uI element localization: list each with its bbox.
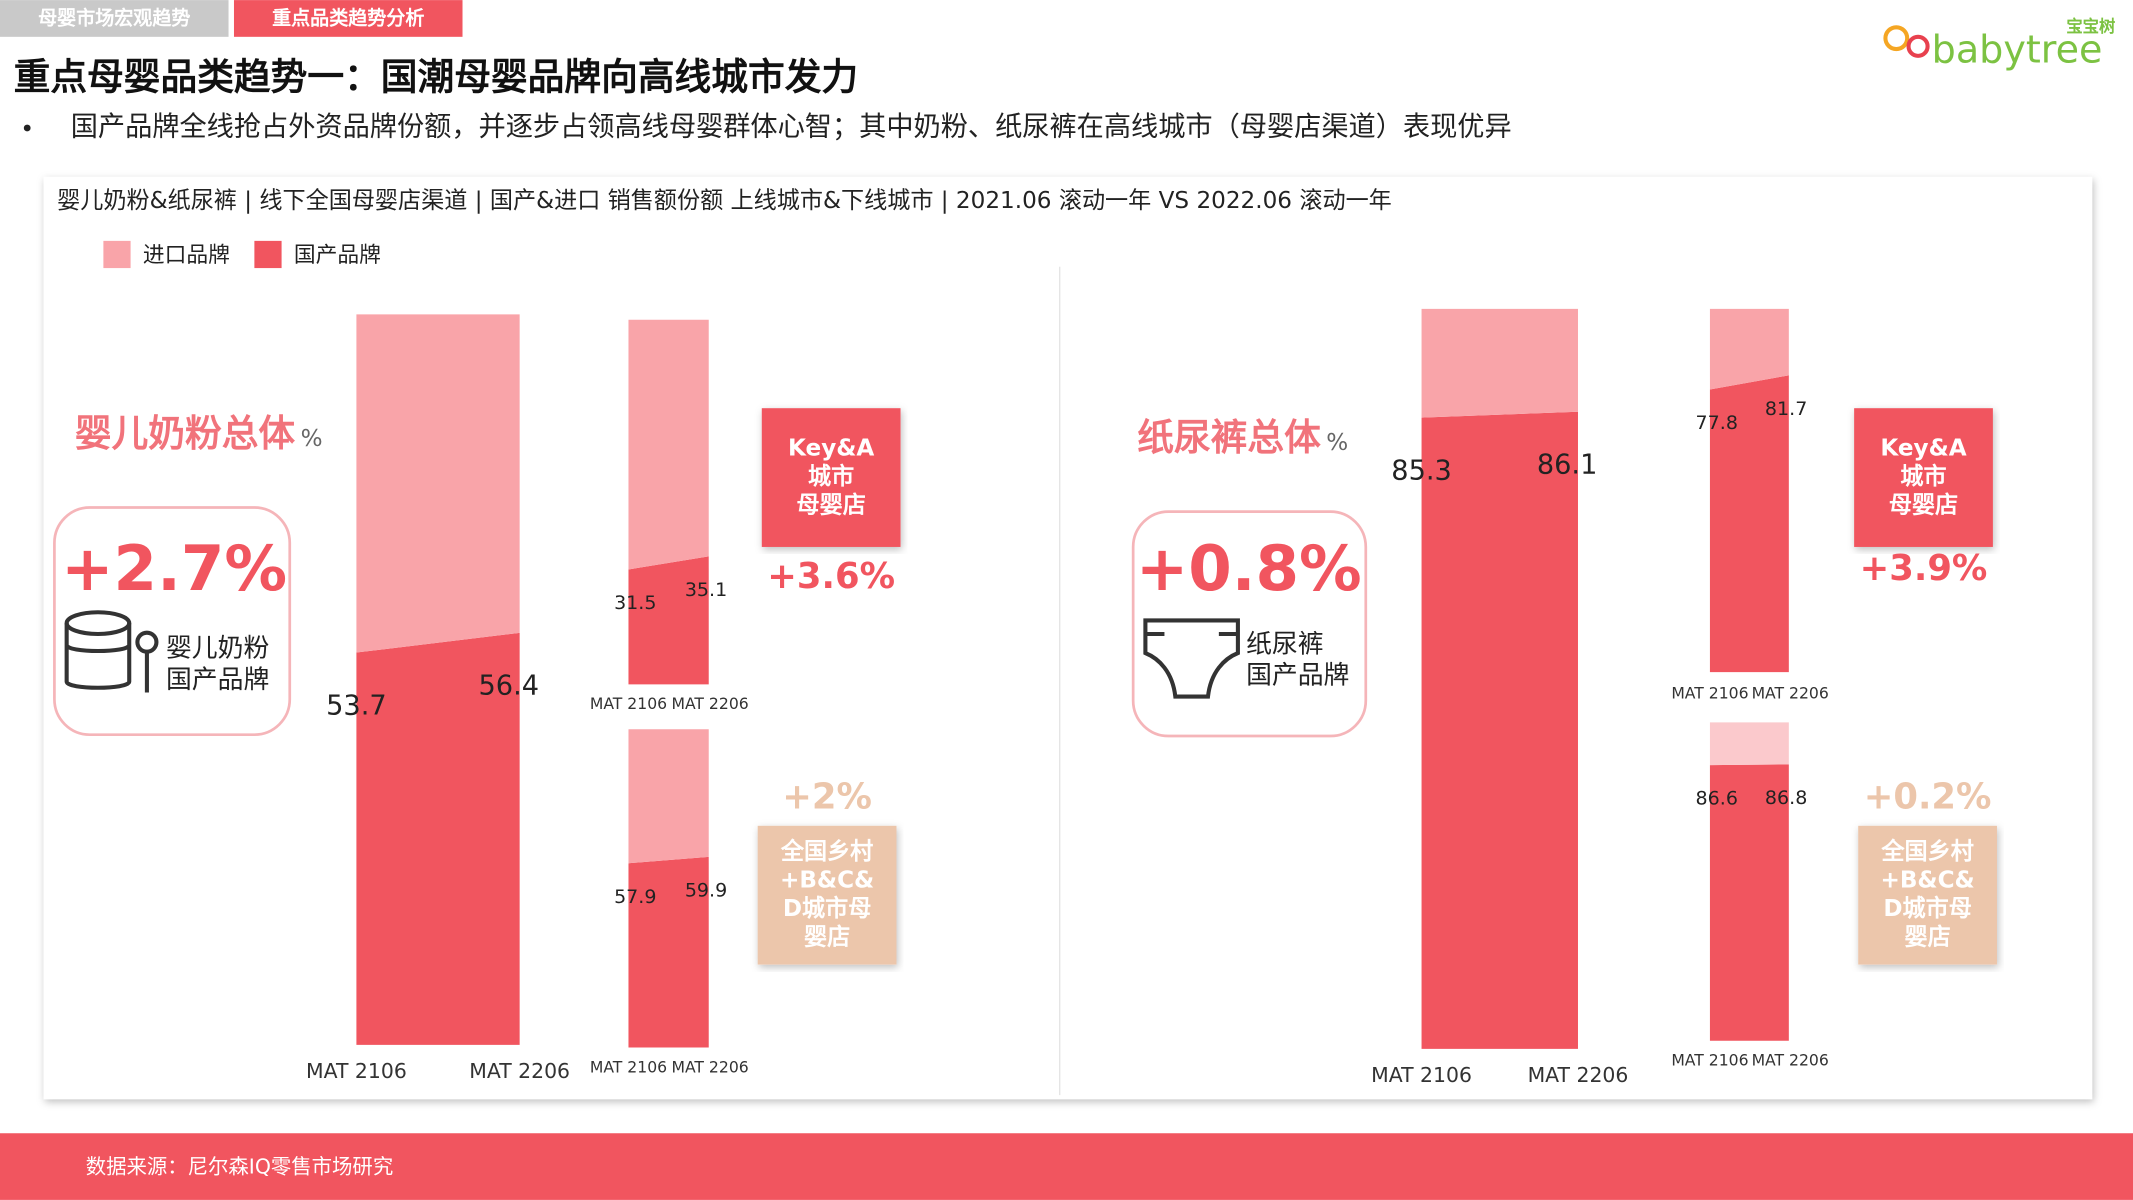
x-tick-label: MAT 2106 [1671,1051,1748,1070]
panel-title: 婴儿奶粉总体 [75,412,296,455]
logo-icon [1883,25,1910,52]
x-tick-label: MAT 2106 [1671,683,1748,702]
value-label: 86.1 [1537,450,1598,481]
bar-segment [1709,722,1789,766]
x-tick-label: MAT 2106 [306,1059,407,1083]
bar-segment [356,632,520,1045]
tag-label: +B&C& [780,867,874,893]
tag-label: 城市 [1900,463,1946,490]
bar-segment [1421,308,1578,418]
bar-segment [1709,308,1789,390]
logo-text: babytree [1932,27,2103,71]
tag-label: Key&A [788,436,874,462]
tag-label: 城市 [808,463,854,490]
source-note: 数据来源：尼尔森IQ零售市场研究 [86,1154,394,1178]
bullet-text: 国产品牌全线抢占外资品牌份额，并逐步占领高线母婴群体心智；其中奶粉、纸尿裤在高线… [71,111,1512,142]
tab[interactable] [0,0,229,37]
tab-label[interactable]: 重点品类趋势分析 [272,7,424,30]
icon-label: 婴儿奶粉 [166,633,269,663]
change-big: +2.7% [61,532,287,605]
tag-label: D城市母 [783,895,872,922]
diaper-icon [1143,618,1240,699]
highlight-box [53,506,292,737]
panel-unit: % [301,426,323,452]
x-tick-label: MAT 2206 [1752,1051,1829,1070]
legend-swatch [103,240,131,269]
x-tick-label: MAT 2106 [590,1057,667,1076]
x-tick-label: MAT 2106 [590,694,667,713]
value-label: 31.5 [614,592,656,614]
tag-label: 母婴店 [1889,493,1958,519]
tag-box [1858,825,1997,965]
tag-box [757,825,897,965]
tag-label: D城市母 [1883,895,1972,922]
value-label: 57.9 [614,886,656,908]
value-label: 35.1 [685,579,727,601]
value-label: 56.4 [478,671,539,702]
tag-label: 婴店 [1904,925,1950,951]
tag-label: 全国乡村 [1880,838,1973,865]
logo-cn: 宝宝树 [2066,17,2115,36]
icon-label: 国产品牌 [166,665,269,695]
tag-box [1854,408,1993,547]
x-tick-label: MAT 2206 [1528,1063,1629,1087]
panel-unit: % [1326,430,1348,456]
panel-title: 纸尿裤总体 [1137,416,1321,459]
change-small: +2% [782,777,872,818]
x-tick-label: MAT 2206 [1752,683,1829,702]
bar-segment [1709,375,1789,673]
x-tick-label: MAT 2206 [671,694,748,713]
change-small: +3.9% [1860,548,1988,589]
value-label: 77.8 [1696,412,1738,434]
chart-subtitle: 婴儿奶粉&纸尿裤 | 线下全国母婴店渠道 | 国产&进口 销售额份额 上线城市&… [57,188,1392,214]
bar-segment [628,319,709,570]
bar-segment [1421,411,1578,1049]
tag-label: Key&A [1880,436,1966,462]
bar-segment [628,556,709,685]
x-tick-label: MAT 2106 [1371,1063,1472,1087]
tab[interactable] [233,0,463,37]
bar-segment [628,856,709,1048]
bullet-dot [23,124,31,132]
tag-label: 婴店 [804,925,850,951]
tag-label: +B&C& [1880,867,1974,893]
tab-label[interactable]: 母婴市场宏观趋势 [38,7,190,30]
legend-label: 国产品牌 [294,243,381,268]
highlight-box [1131,510,1368,738]
value-label: 81.7 [1765,398,1807,420]
value-label: 53.7 [326,690,387,721]
bar-segment [1709,764,1789,1041]
logo-icon [1906,34,1930,58]
tag-label: 全国乡村 [780,838,873,865]
value-label: 59.9 [685,879,727,901]
footer-band [0,1133,2133,1200]
change-small: +0.2% [1864,777,1992,818]
bar-segment [628,729,709,864]
slide-title: 重点母婴品类趋势一：国潮母婴品牌向高线城市发力 [14,55,859,98]
tag-box [761,408,901,547]
change-small: +3.6% [767,556,895,597]
value-label: 85.3 [1391,456,1452,487]
bar-segment [356,314,520,653]
value-label: 86.6 [1696,788,1738,810]
legend-label: 进口品牌 [143,243,230,268]
legend-swatch [254,240,282,269]
tag-label: 母婴店 [796,493,865,519]
icon-label: 国产品牌 [1246,661,1349,691]
x-tick-label: MAT 2206 [671,1057,748,1076]
icon-label: 纸尿裤 [1246,629,1323,659]
change-big: +0.8% [1136,532,1362,605]
value-label: 86.8 [1765,787,1807,809]
x-tick-label: MAT 2206 [469,1059,570,1083]
milk-icon [64,610,159,693]
